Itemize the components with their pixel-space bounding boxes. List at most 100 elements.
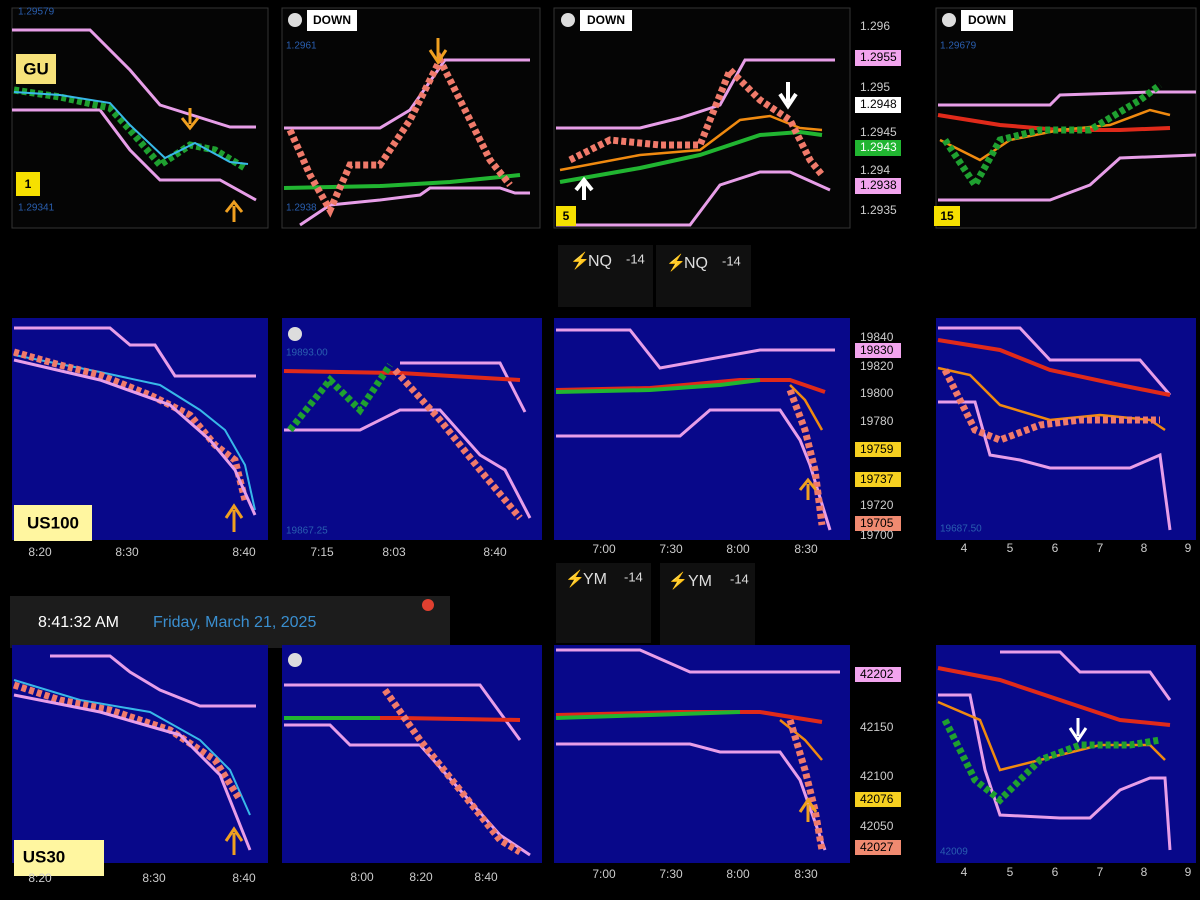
time-label: 5 <box>1007 541 1014 555</box>
arrow <box>224 199 244 222</box>
candles <box>12 681 243 802</box>
candles <box>941 718 1161 805</box>
price-label: 42050 <box>860 819 894 833</box>
high-label: 19893.00 <box>286 348 328 359</box>
time-label: 6 <box>1052 865 1059 879</box>
price-axis: 1.296 1.2955 1.295 1.2948 1.2945 1.2943 … <box>860 19 897 217</box>
arrow <box>428 38 448 65</box>
chart-panel[interactable] <box>12 645 268 863</box>
envelope <box>13 693 252 851</box>
chart-panel[interactable] <box>11 7 269 229</box>
high-label: 1.29579 <box>18 7 55 18</box>
average <box>283 369 521 382</box>
candles <box>382 687 522 856</box>
symbol-tab[interactable] <box>558 245 653 307</box>
high-label: 1.2961 <box>286 41 317 52</box>
symbol-box <box>14 505 92 541</box>
price-label: 19700 <box>860 528 894 542</box>
bolt-icon: ⚡ <box>666 253 686 272</box>
time-label: 7 <box>1097 541 1104 555</box>
price-label: 1.296 <box>860 19 890 33</box>
timeframe-box <box>16 172 40 196</box>
arrow <box>180 108 200 131</box>
price-box <box>855 50 901 66</box>
time-label: 8:00 <box>726 542 750 556</box>
time-label: 8:40 <box>232 545 256 559</box>
tab-change: -14 <box>626 251 645 266</box>
envelope <box>14 326 256 378</box>
price-label: 1.294 <box>860 163 890 177</box>
signal-arrows <box>180 38 1088 855</box>
row-2 <box>12 318 1196 540</box>
candles <box>392 367 523 521</box>
average <box>555 378 761 394</box>
tab-change: -14 <box>722 253 741 268</box>
symbol-tab[interactable] <box>556 563 651 643</box>
symbol-tab[interactable] <box>660 563 755 648</box>
time-label: 8:03 <box>382 545 406 559</box>
badge: DOWN <box>968 13 1006 27</box>
price-label: 42100 <box>860 769 894 783</box>
symbol-box <box>14 840 104 876</box>
envelope <box>284 58 530 130</box>
time-label: 4 <box>961 541 968 555</box>
time-label: 9 <box>1185 541 1192 555</box>
bolt-icon: ⚡ <box>570 251 590 270</box>
badge: DOWN <box>587 13 625 27</box>
time-label: 7:00 <box>592 867 616 881</box>
symbol-tab[interactable] <box>656 245 751 307</box>
time-label: 7:15 <box>310 545 334 559</box>
price-box <box>855 840 901 855</box>
badge-box <box>961 10 1013 31</box>
envelope <box>556 170 831 227</box>
chart-panel[interactable] <box>282 645 542 863</box>
chart-panel[interactable] <box>554 645 850 863</box>
chart-panel[interactable] <box>553 7 851 229</box>
tab-change: -14 <box>624 569 643 584</box>
price-label: 19705 <box>860 516 894 530</box>
tab-symbol: NQ <box>588 253 612 270</box>
candles <box>941 368 1160 444</box>
average <box>13 679 251 816</box>
price-axis: 42202 42150 42100 42076 42050 42027 <box>860 667 894 854</box>
time-label: 7:00 <box>592 542 616 556</box>
badge: DOWN <box>313 13 351 27</box>
tab-symbol: NQ <box>684 255 708 272</box>
price-label: 19759 <box>860 442 894 456</box>
chart-panel[interactable] <box>935 7 1197 229</box>
price-label: 42202 <box>860 667 894 681</box>
time-label: 8:40 <box>232 871 256 885</box>
time-label: 8:20 <box>28 871 52 885</box>
tab-symbol: YM <box>583 571 607 588</box>
low-label: 1.29341 <box>18 203 55 214</box>
price-label: 1.2945 <box>860 125 897 139</box>
chart-panel[interactable] <box>936 318 1196 540</box>
price-label: 1.295 <box>860 80 890 94</box>
envelope <box>938 90 1196 107</box>
price-box <box>855 516 901 531</box>
high-label: 1.29679 <box>940 41 977 52</box>
price-axis: 19840 19830 19820 19800 19780 19759 1973… <box>860 330 894 542</box>
price-box <box>855 442 901 457</box>
timeframe: 1 <box>25 177 32 191</box>
envelope <box>556 328 835 370</box>
chart-panel[interactable] <box>554 318 850 540</box>
envelope <box>556 742 827 851</box>
price-label: 19840 <box>860 330 894 344</box>
envelope <box>938 153 1197 202</box>
price-label: 19720 <box>860 498 894 512</box>
time-label: 8:20 <box>28 545 52 559</box>
bolt-icon: ⚡ <box>668 571 688 590</box>
timeframe: 15 <box>940 209 954 223</box>
candles <box>942 82 1163 192</box>
row-1 <box>11 7 1197 229</box>
average <box>559 129 823 184</box>
average <box>13 91 249 165</box>
price-box <box>855 97 901 113</box>
price-box <box>855 343 901 358</box>
arrow <box>224 503 244 532</box>
alert-icon <box>288 327 302 341</box>
time-label: 8:30 <box>794 542 818 556</box>
envelope <box>299 186 530 227</box>
